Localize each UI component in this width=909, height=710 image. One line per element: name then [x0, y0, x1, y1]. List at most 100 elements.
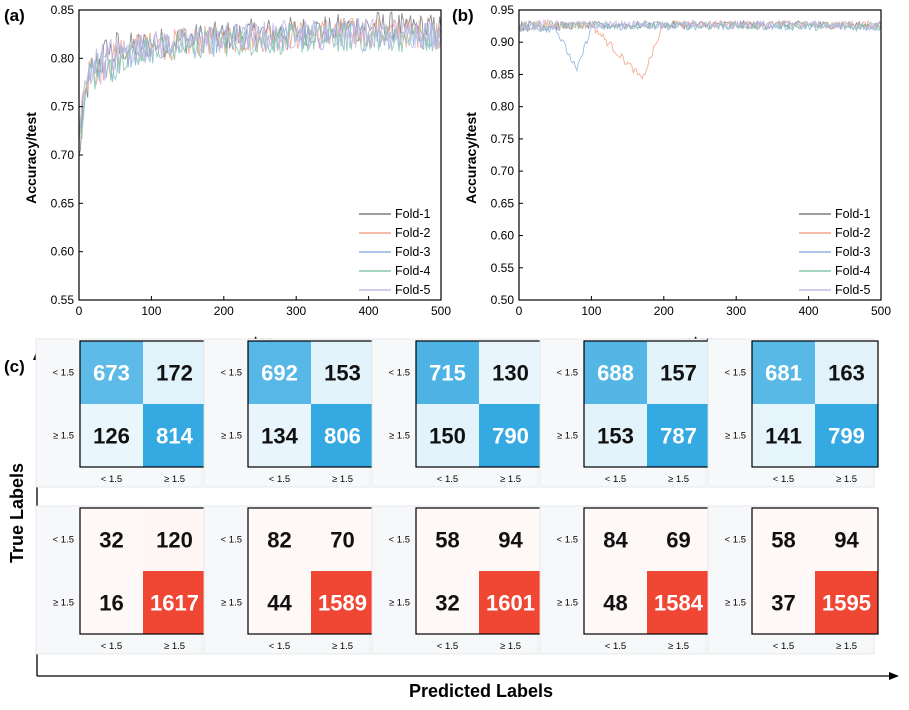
true-labels-title: True Labels — [7, 463, 27, 563]
chart-a-x-tick-label: 0 — [76, 304, 83, 318]
matrix-row-label: < 1.5 — [725, 368, 746, 379]
matrix-cell — [80, 508, 143, 571]
matrix-cell-value: 69 — [666, 528, 690, 553]
matrix-cell — [248, 404, 311, 467]
matrix-cell — [752, 341, 815, 404]
matrix-cell — [311, 341, 374, 404]
confusion-matrix-5: 681 163 141 799 < 1.5 ≥ 1.5 < 1.5 ≥ 1.5 — [707, 338, 879, 488]
matrix-row-label: ≥ 1.5 — [221, 598, 242, 609]
confusion-matrix-4: 688 157 153 787 < 1.5 ≥ 1.5 < 1.5 ≥ 1.5 — [539, 338, 711, 488]
matrix-col-label: ≥ 1.5 — [500, 474, 521, 485]
matrix-cell — [647, 571, 710, 634]
matrix-cell-value: 692 — [261, 361, 298, 386]
matrix-cell — [416, 571, 479, 634]
matrix-cell — [752, 571, 815, 634]
matrix-frame — [751, 340, 879, 468]
matrix-row-label: ≥ 1.5 — [725, 598, 746, 609]
matrix-cell — [815, 404, 878, 467]
confusion-matrix-3: 715 130 150 790 < 1.5 ≥ 1.5 < 1.5 ≥ 1.5 — [371, 338, 543, 488]
matrix-cell — [752, 404, 815, 467]
chart-a-series-line-1 — [78, 11, 442, 156]
chart-b-legend-label-2: Fold-2 — [835, 226, 870, 240]
chart-a-legend-label-2: Fold-2 — [395, 226, 430, 240]
matrix-row-label: < 1.5 — [53, 368, 74, 379]
matrix-cell — [815, 508, 878, 571]
matrix-cell — [80, 404, 143, 467]
chart-b-x-tick-label: 200 — [654, 304, 674, 318]
chart-a-y-tick-label: 0.85 — [51, 3, 75, 17]
chart-b-legend-label-3: Fold-3 — [835, 245, 870, 259]
matrix-cell-value: 150 — [429, 424, 466, 449]
matrix-cell-value: 806 — [324, 424, 361, 449]
matrix-cell-value: 58 — [435, 528, 459, 553]
confusion-matrix-9: 84 69 48 1584 < 1.5 ≥ 1.5 < 1.5 ≥ 1.5 — [539, 505, 711, 655]
matrix-col-label: < 1.5 — [773, 641, 794, 652]
confusion-matrix-panel: True Labels Predicted Labels 673 172 126 81… — [7, 338, 899, 701]
matrix-cell — [647, 404, 710, 467]
chart-b-series-line-3 — [518, 20, 882, 73]
chart-b-y-tick-label: 0.75 — [491, 132, 515, 146]
matrix-cell — [752, 508, 815, 571]
matrix-cell — [80, 341, 143, 404]
chart-b-x-tick-label: 400 — [799, 304, 819, 318]
matrix-cell-value: 16 — [99, 591, 123, 616]
matrix-cell-value: 799 — [828, 424, 865, 449]
matrix-cell — [647, 508, 710, 571]
matrix-cell-value: 681 — [765, 361, 802, 386]
matrix-cell-value: 153 — [324, 361, 361, 386]
matrix-cell — [584, 341, 647, 404]
matrix-row-label: ≥ 1.5 — [53, 431, 74, 442]
confusion-matrix-2: 692 153 134 806 < 1.5 ≥ 1.5 < 1.5 ≥ 1.5 — [203, 338, 375, 488]
matrix-cell-value: 172 — [156, 361, 193, 386]
matrix-cell-value: 32 — [99, 528, 123, 553]
matrix-row-label: ≥ 1.5 — [389, 598, 410, 609]
chart-b-y-tick-label: 0.85 — [491, 67, 515, 81]
matrix-cell — [248, 508, 311, 571]
matrix-col-label: ≥ 1.5 — [836, 641, 857, 652]
chart-b-plot-frame — [518, 9, 882, 301]
matrix-cell-value: 84 — [603, 528, 628, 553]
matrix-col-label: ≥ 1.5 — [668, 474, 689, 485]
predicted-labels-arrow-icon — [889, 672, 899, 680]
matrix-cell-value: 94 — [834, 528, 859, 553]
chart-b-series-line-2 — [518, 19, 882, 81]
matrix-row-label: ≥ 1.5 — [725, 431, 746, 442]
matrix-cell-value: 134 — [261, 424, 298, 449]
matrix-cell — [479, 404, 542, 467]
matrix-col-label: ≥ 1.5 — [332, 474, 353, 485]
chart-a-legend-label-1: Fold-1 — [395, 207, 430, 221]
matrix-col-label: ≥ 1.5 — [164, 474, 185, 485]
chart-b-legend-label-4: Fold-4 — [835, 264, 870, 278]
matrix-cell — [311, 404, 374, 467]
chart-b-legend-label-1: Fold-1 — [835, 207, 870, 221]
chart-a-x-tick-label: 400 — [359, 304, 379, 318]
matrix-row-label: ≥ 1.5 — [389, 431, 410, 442]
matrix-col-label: < 1.5 — [605, 641, 626, 652]
matrix-cell-value: 163 — [828, 361, 865, 386]
matrix-cell-value: 157 — [660, 361, 697, 386]
chart-a-ylabel: Accuracy/test — [23, 112, 39, 204]
matrix-cell — [143, 404, 206, 467]
matrix-row-label: < 1.5 — [557, 368, 578, 379]
panel-label-c: (c) — [4, 357, 25, 376]
matrix-col-label: < 1.5 — [437, 474, 458, 485]
matrix-cell — [143, 571, 206, 634]
confusion-matrix-8: 58 94 32 1601 < 1.5 ≥ 1.5 < 1.5 ≥ 1.5 — [371, 505, 543, 655]
matrix-row-label: < 1.5 — [389, 535, 410, 546]
matrix-cell — [80, 571, 143, 634]
chart-a-y-tick-label: 0.80 — [51, 51, 75, 65]
chart-a-y-tick-label: 0.70 — [51, 148, 75, 162]
matrix-col-label: < 1.5 — [605, 474, 626, 485]
chart-a-y-tick-label: 0.75 — [51, 100, 75, 114]
matrix-row-label: < 1.5 — [221, 535, 242, 546]
matrix-col-label: < 1.5 — [437, 641, 458, 652]
chart-a-legend-label-3: Fold-3 — [395, 245, 430, 259]
matrix-cell-value: 673 — [93, 361, 130, 386]
matrix-cell-value: 94 — [498, 528, 523, 553]
matrix-cell-value: 32 — [435, 591, 459, 616]
confusion-matrix-7: 82 70 44 1589 < 1.5 ≥ 1.5 < 1.5 ≥ 1.5 — [203, 505, 375, 655]
matrix-cell — [248, 341, 311, 404]
matrix-cell-value: 37 — [771, 591, 795, 616]
matrix-cell-value: 70 — [330, 528, 354, 553]
matrix-cell-value: 141 — [765, 424, 802, 449]
